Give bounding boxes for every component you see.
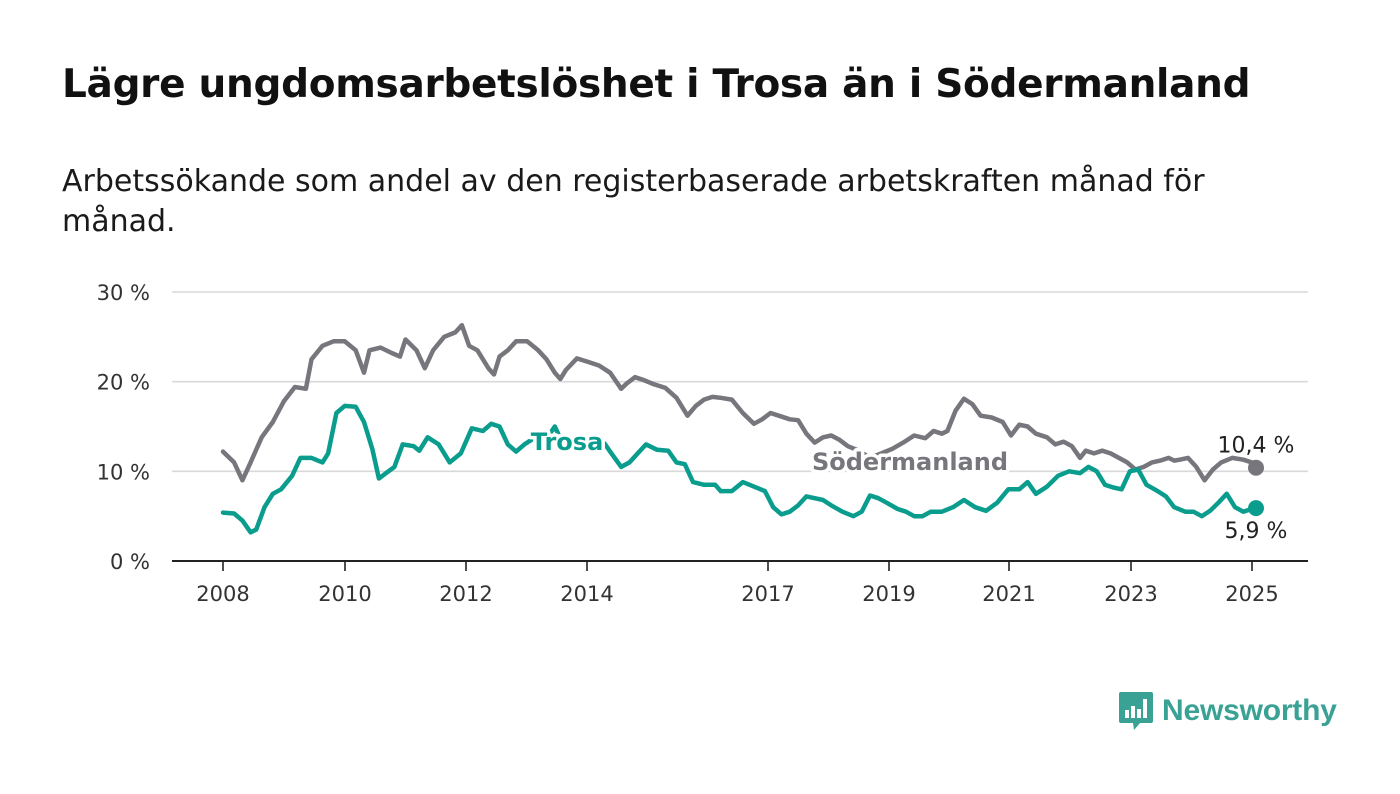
bar-chart-speech-bubble-icon (1119, 692, 1153, 730)
series-end-point (1248, 500, 1264, 517)
x-tick-label: 2014 (560, 582, 613, 606)
chart-labels: 0 % 10 % 20 % 30 % 2008 2010 2012 2014 2017 2019 2… (97, 281, 1295, 606)
series-end-label: 10,4 % (1218, 434, 1295, 459)
y-tick-label: 20 % (97, 371, 150, 395)
series-end-point (1248, 459, 1264, 476)
series-name-label: Södermanland (812, 448, 1008, 476)
x-tick-label: 2023 (1104, 582, 1157, 606)
x-tick-label: 2019 (862, 582, 915, 606)
series-line-södermanland (220, 322, 1259, 483)
brand-name: Newsworthy (1162, 694, 1337, 727)
x-tick-label: 2025 (1225, 582, 1278, 606)
grid-lines (172, 291, 1308, 571)
series-lines (220, 322, 1264, 535)
newsworthy-logo: Newsworthy (1118, 690, 1337, 732)
x-tick-label: 2010 (318, 582, 371, 606)
series-end-label: 5,9 % (1225, 519, 1288, 544)
y-tick-label: 10 % (97, 460, 150, 484)
x-tick-label: 2017 (741, 582, 794, 606)
x-tick-label: 2008 (196, 582, 249, 606)
x-tick-label: 2021 (982, 582, 1035, 606)
series-name-label: Trosa (531, 428, 604, 456)
y-tick-label: 30 % (97, 281, 150, 305)
x-tick-label: 2012 (439, 582, 492, 606)
chart-title: Lägre ungdomsarbetslöshet i Trosa än i S… (62, 62, 1251, 107)
chart-subtitle: Arbetssökande som andel av den registerb… (62, 164, 1205, 239)
series-line-trosa (220, 403, 1259, 535)
y-tick-label: 0 % (110, 550, 150, 574)
